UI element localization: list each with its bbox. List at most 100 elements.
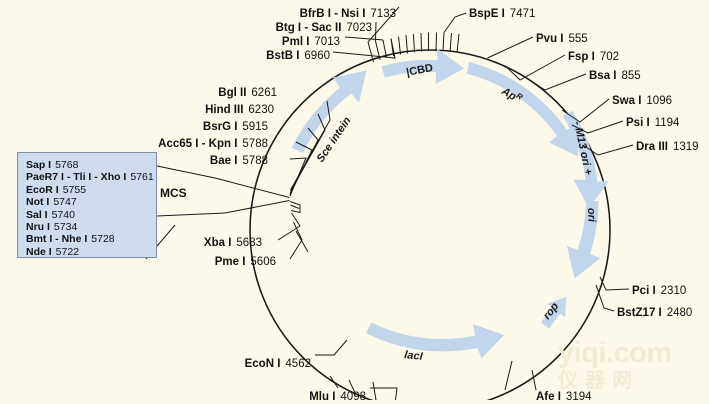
restriction-site-position: 555 (568, 33, 588, 45)
restriction-site-enzyme: Bgl II (218, 87, 247, 99)
feature-arc-ori (567, 201, 601, 279)
restriction-site-position: 5915 (242, 121, 268, 133)
feature-arc-apr (467, 62, 578, 157)
mcs-enzyme: PaeR7 I - Tli I - Xho I (26, 171, 127, 184)
restriction-site-label: Fsp I 702 (568, 51, 619, 64)
mcs-position: 5728 (91, 233, 115, 246)
restriction-site-position: 6960 (304, 50, 330, 62)
mcs-position: 5740 (51, 208, 75, 221)
restriction-site-label: Hind III 6230 (205, 104, 274, 117)
mcs-row: Bmt I - Nhe I 5728 (26, 233, 156, 245)
restriction-site-position: 2310 (660, 285, 687, 297)
mcs-row: EcoR I 5755 (26, 184, 156, 196)
restriction-site-label: BstZ17 I 2480 (617, 307, 692, 320)
restriction-site-label: Bae I 5788 (210, 155, 268, 168)
restriction-site-position: 6261 (251, 87, 277, 99)
restriction-site-enzyme: Pml I (281, 36, 310, 48)
mcs-enzyme: EcoR I (26, 183, 59, 196)
restriction-site-enzyme: Hind III (205, 104, 244, 116)
restriction-site-label: Btg I - Sac II 7023 (276, 22, 372, 35)
restriction-site-enzyme: BstZ17 I (617, 307, 662, 319)
mcs-row: PaeR7 I - Tli I - Xho I 5761 (26, 171, 156, 183)
restriction-site-position: 6230 (248, 104, 274, 116)
mcs-enzyme: Bmt I - Nhe I (26, 233, 88, 246)
restriction-site-enzyme: Bsa I (589, 70, 617, 82)
feature-label-cbd: |CBD (405, 62, 434, 79)
mcs-row: Not I 5747 (26, 196, 156, 208)
restriction-site-enzyme: Pvu I (536, 33, 564, 45)
restriction-site-position: 5788 (242, 155, 268, 167)
restriction-site-position: 702 (599, 51, 620, 63)
restriction-site-enzyme: Swa I (612, 95, 642, 107)
restriction-site-label: Psi I 1194 (626, 117, 679, 130)
feature-arcs (291, 48, 609, 359)
restriction-site-label: BsrG I 5915 (203, 121, 268, 134)
restriction-site-position: 7023 (346, 22, 372, 34)
leader-lines (145, 6, 634, 400)
restriction-site-position: 5683 (236, 237, 262, 249)
mcs-position: 5747 (53, 196, 77, 209)
restriction-site-label: BfrB I - Nsi I 7133 (300, 8, 396, 21)
restriction-site-position: 7133 (370, 8, 396, 20)
feature-arc-rop (541, 296, 567, 329)
restriction-site-enzyme: Pci I (632, 285, 656, 297)
restriction-site-enzyme: BfrB I - Nsi I (299, 8, 366, 20)
restriction-site-label: Pml I 7013 (282, 36, 340, 49)
feature-arc-m13-ori (562, 111, 609, 208)
restriction-site-label: Mlu I 4098 (309, 391, 366, 404)
mcs-position: 5722 (55, 245, 80, 258)
restriction-site-position: 7013 (314, 36, 340, 48)
restriction-site-enzyme: BsrG I (202, 121, 238, 133)
mcs-position: 5755 (62, 183, 87, 196)
mcs-enzyme: Not I (26, 196, 50, 209)
restriction-site-label: Pci I 2310 (632, 285, 686, 298)
feature-label-ori: ori (585, 208, 598, 223)
restriction-site-label: Bgl II 6261 (218, 87, 277, 100)
restriction-site-label: Afe I 3194 (536, 391, 592, 404)
restriction-site-enzyme: Dra III (636, 141, 668, 153)
restriction-site-enzyme: BstB I (266, 50, 300, 62)
mcs-enzyme: Nde I (26, 245, 52, 258)
mcs-enzyme: Nru I (26, 221, 50, 234)
restriction-site-enzyme: Pme I (214, 256, 246, 268)
restriction-site-enzyme: BspE I (469, 8, 505, 20)
mcs-row: Sal I 5740 (26, 209, 156, 221)
mcs-position: 5768 (55, 159, 79, 171)
mcs-enzyme: Sal I (26, 208, 48, 221)
mcs-row: Sap I 5768 (26, 159, 156, 171)
restriction-site-label: Bsa I 855 (589, 70, 641, 83)
restriction-site-label: Swa I 1096 (612, 95, 672, 108)
plasmid-backbone-circle (249, 49, 611, 400)
restriction-site-position: 7471 (509, 8, 536, 20)
restriction-site-enzyme: Btg I - Sac II (275, 22, 342, 34)
mcs-label: MCS (160, 186, 187, 200)
restriction-site-position: 5788 (242, 138, 268, 150)
restriction-site-enzyme: Bae I (209, 155, 238, 167)
restriction-site-position: 3194 (565, 391, 592, 403)
restriction-site-enzyme: Xba I (203, 237, 232, 249)
restriction-site-label: BstB I 6960 (266, 50, 330, 63)
restriction-site-position: 855 (621, 70, 641, 82)
restriction-site-label: Dra III 1319 (636, 141, 699, 154)
restriction-site-position: 1319 (672, 141, 699, 153)
restriction-site-label: EcoN I 4562 (245, 358, 311, 371)
mcs-enzyme: Sap I (26, 159, 52, 171)
mcs-position: 5761 (130, 171, 154, 184)
restriction-site-label: BspE I 7471 (469, 8, 535, 21)
restriction-site-position: 4098 (340, 391, 366, 403)
restriction-site-enzyme: Psi I (626, 117, 650, 129)
restriction-site-position: 5606 (250, 256, 276, 268)
mcs-row: Nde I 5722 (26, 246, 156, 258)
mcs-position: 5734 (53, 221, 78, 234)
restriction-site-label: Xba I 5683 (204, 237, 262, 250)
restriction-site-position: 4562 (285, 358, 311, 370)
restriction-site-label: Pme I 5606 (215, 256, 276, 269)
restriction-site-label: Acc65 I - Kpn I 5788 (158, 138, 268, 151)
restriction-site-position: 2480 (666, 307, 693, 319)
restriction-site-enzyme: Fsp I (568, 51, 595, 63)
restriction-site-position: 1096 (646, 95, 672, 107)
feature-label-laci: lacI (404, 349, 424, 363)
feature-arc-laci (366, 322, 504, 359)
restriction-site-label: Pvu I 555 (536, 33, 588, 46)
